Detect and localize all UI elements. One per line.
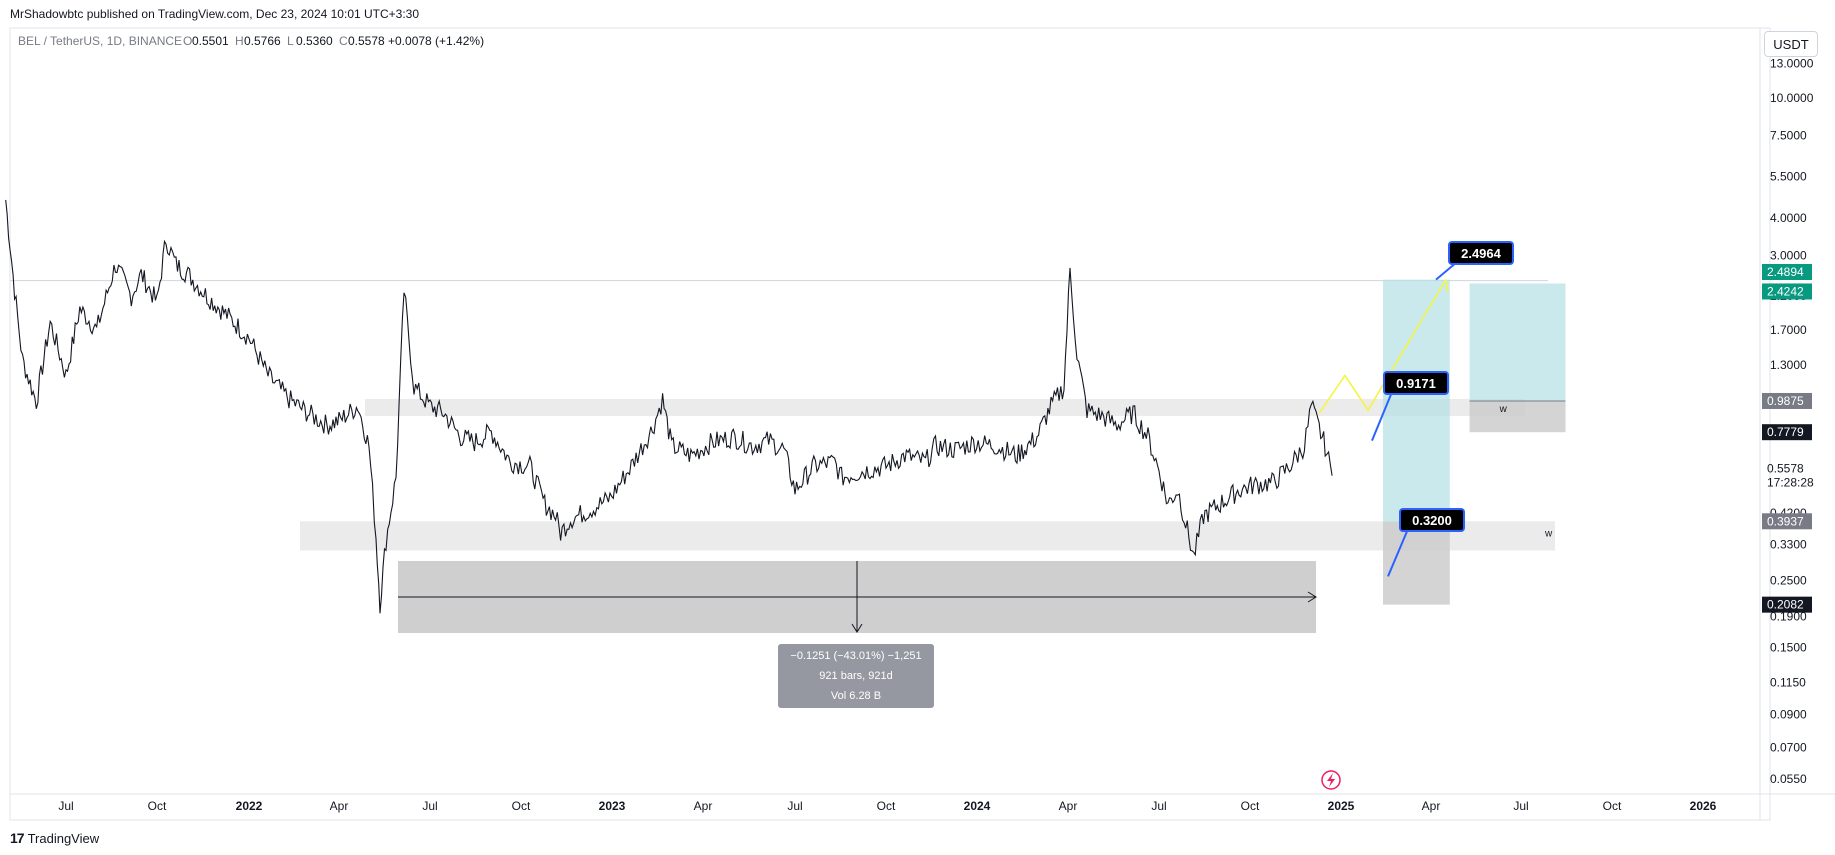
- change-readout: +0.0078 (+1.42%): [388, 34, 484, 48]
- price-tag-bg-7: [1762, 596, 1812, 613]
- x-tick-11: Apr: [1059, 799, 1078, 813]
- y-tick-3: 5.5000: [1770, 169, 1807, 183]
- tradingview-brand: 17 TradingView: [10, 829, 99, 847]
- x-tick-17: Oct: [1603, 799, 1622, 813]
- ohlc-key-o: O: [183, 34, 192, 48]
- overlay-layer: 2.4964 0.9171 0.3200: [1318, 241, 1514, 577]
- target-zone-2: [1469, 283, 1566, 401]
- ohlc-value-h: 0.5766: [244, 34, 281, 48]
- x-tick-1: Oct: [148, 799, 167, 813]
- x-tick-5: Oct: [512, 799, 531, 813]
- ohlc-value-l: 0.5360: [296, 34, 333, 48]
- x-tick-15: Apr: [1422, 799, 1441, 813]
- callout-label-1: 0.9171: [1396, 376, 1436, 391]
- price-tag-bg-2: [1762, 392, 1812, 409]
- x-tick-0: Jul: [58, 799, 73, 813]
- callout-label-0: 2.4964: [1461, 246, 1502, 261]
- measure-line-3: Vol 6.28 B: [831, 690, 881, 702]
- upper-zone-band: [365, 398, 1525, 417]
- y-tick-15: 0.0900: [1770, 707, 1807, 721]
- drawings-layer: ww: [10, 279, 1566, 633]
- price-axis[interactable]: 13.0000 10.0000 7.5000 5.5000 4.0000 3.0000 2.…: [1770, 57, 1814, 786]
- zone-label-upper: w: [1499, 404, 1508, 415]
- x-tick-8: Jul: [787, 799, 802, 813]
- y-tick-10: 0.3300: [1770, 537, 1807, 551]
- x-tick-3: Apr: [330, 799, 349, 813]
- ohlc-key-h: H: [235, 34, 244, 48]
- x-tick-18: 2026: [1690, 799, 1717, 813]
- price-tag-1: 2.4242: [1767, 284, 1804, 298]
- brand-name: TradingView: [27, 830, 100, 846]
- y-tick-16: 0.0700: [1770, 740, 1807, 754]
- target-zone-1: [1383, 279, 1450, 522]
- callout-box-1: [1383, 371, 1449, 395]
- chart-frame: [9, 27, 1771, 821]
- price-line: [5, 199, 1333, 614]
- price-tag-5: 17:28:28: [1767, 476, 1814, 490]
- x-tick-7: Apr: [694, 799, 713, 813]
- callout-box-2: [1399, 508, 1465, 532]
- y-tick-14: 0.1150: [1770, 675, 1806, 689]
- x-tick-14: 2025: [1328, 799, 1355, 813]
- callout-label-2: 0.3200: [1412, 513, 1452, 528]
- time-axis[interactable]: Jul Oct 2022 Apr Jul Oct 2023 Apr Jul Oct 2024 Apr J…: [58, 799, 1716, 813]
- x-tick-9: Oct: [877, 799, 896, 813]
- tradingview-logo-icon: 17: [10, 830, 25, 846]
- symbol-info: BEL / TetherUS, 1D, BINANCE: [18, 34, 182, 48]
- x-tick-10: 2024: [964, 799, 991, 813]
- x-tick-16: Jul: [1513, 799, 1528, 813]
- y-tick-17: 0.0550: [1770, 772, 1807, 786]
- y-tick-1: 10.0000: [1770, 91, 1814, 105]
- measure-line-1: −0.1251 (−43.01%) −1,251: [790, 650, 921, 662]
- price-tag-0: 2.4894: [1767, 265, 1804, 279]
- lightning-icon[interactable]: [1321, 770, 1341, 790]
- ohlc-value-o: 0.5501: [192, 34, 229, 48]
- price-tag-bg-3: [1762, 424, 1812, 441]
- price-tag-4: 0.5578: [1767, 462, 1804, 476]
- lower-zone-band: [300, 521, 1555, 551]
- price-tag-2: 0.9875: [1767, 394, 1804, 408]
- measure-v-arrowhead: [851, 623, 863, 633]
- price-tag-bg-6: [1762, 513, 1812, 530]
- callout-pointer-1: [1371, 391, 1393, 442]
- currency-button[interactable]: USDT: [1764, 31, 1818, 57]
- price-tag-bg-1: [1762, 283, 1812, 300]
- publisher-line: MrShadowbtc published on TradingView.com…: [10, 7, 419, 21]
- y-tick-2: 7.5000: [1770, 129, 1807, 143]
- y-tick-7: 1.7000: [1770, 323, 1807, 337]
- measure-line-2: 921 bars, 921d: [819, 670, 892, 682]
- y-tick-12: 0.1900: [1770, 610, 1807, 624]
- y-tick-11: 0.2500: [1770, 574, 1807, 588]
- stop-zone-2: [1469, 400, 1566, 433]
- price-tag-6: 0.3937: [1767, 514, 1804, 528]
- callout-pointer-2: [1387, 528, 1409, 577]
- projection-tip: [1445, 279, 1449, 292]
- price-tag-3: 0.7779: [1767, 425, 1804, 439]
- series-layer: [5, 199, 1333, 614]
- price-tag-bg-0: [1762, 263, 1812, 280]
- x-tick-2: 2022: [236, 799, 263, 813]
- ohlc-key-c: C: [339, 34, 348, 48]
- y-tick-8: 1.3000: [1770, 358, 1807, 372]
- y-tick-5: 3.0000: [1770, 249, 1807, 263]
- ohlc-key-l: L: [287, 34, 294, 48]
- callout-box-0: [1448, 241, 1514, 265]
- projection-path: [1318, 279, 1447, 414]
- measure-h-arrowhead: [1307, 591, 1317, 603]
- x-tick-6: 2023: [599, 799, 626, 813]
- y-tick-4: 4.0000: [1770, 211, 1807, 225]
- measure-info-box: −0.1251 (−43.01%) −1,251 921 bars, 921d …: [778, 644, 934, 708]
- ohlc-value-c: 0.5578: [348, 34, 385, 48]
- x-tick-4: Jul: [422, 799, 437, 813]
- ohlc-readout: O 0.5501 H 0.5766 L 0.5360 C 0.5578: [183, 34, 385, 48]
- y-tick-0: 13.0000: [1770, 57, 1814, 71]
- x-tick-13: Oct: [1241, 799, 1260, 813]
- y-tick-13: 0.1500: [1770, 641, 1807, 655]
- price-tag-7: 0.2082: [1767, 598, 1804, 612]
- zone-label-lower: w: [1544, 528, 1553, 539]
- x-tick-12: Jul: [1151, 799, 1166, 813]
